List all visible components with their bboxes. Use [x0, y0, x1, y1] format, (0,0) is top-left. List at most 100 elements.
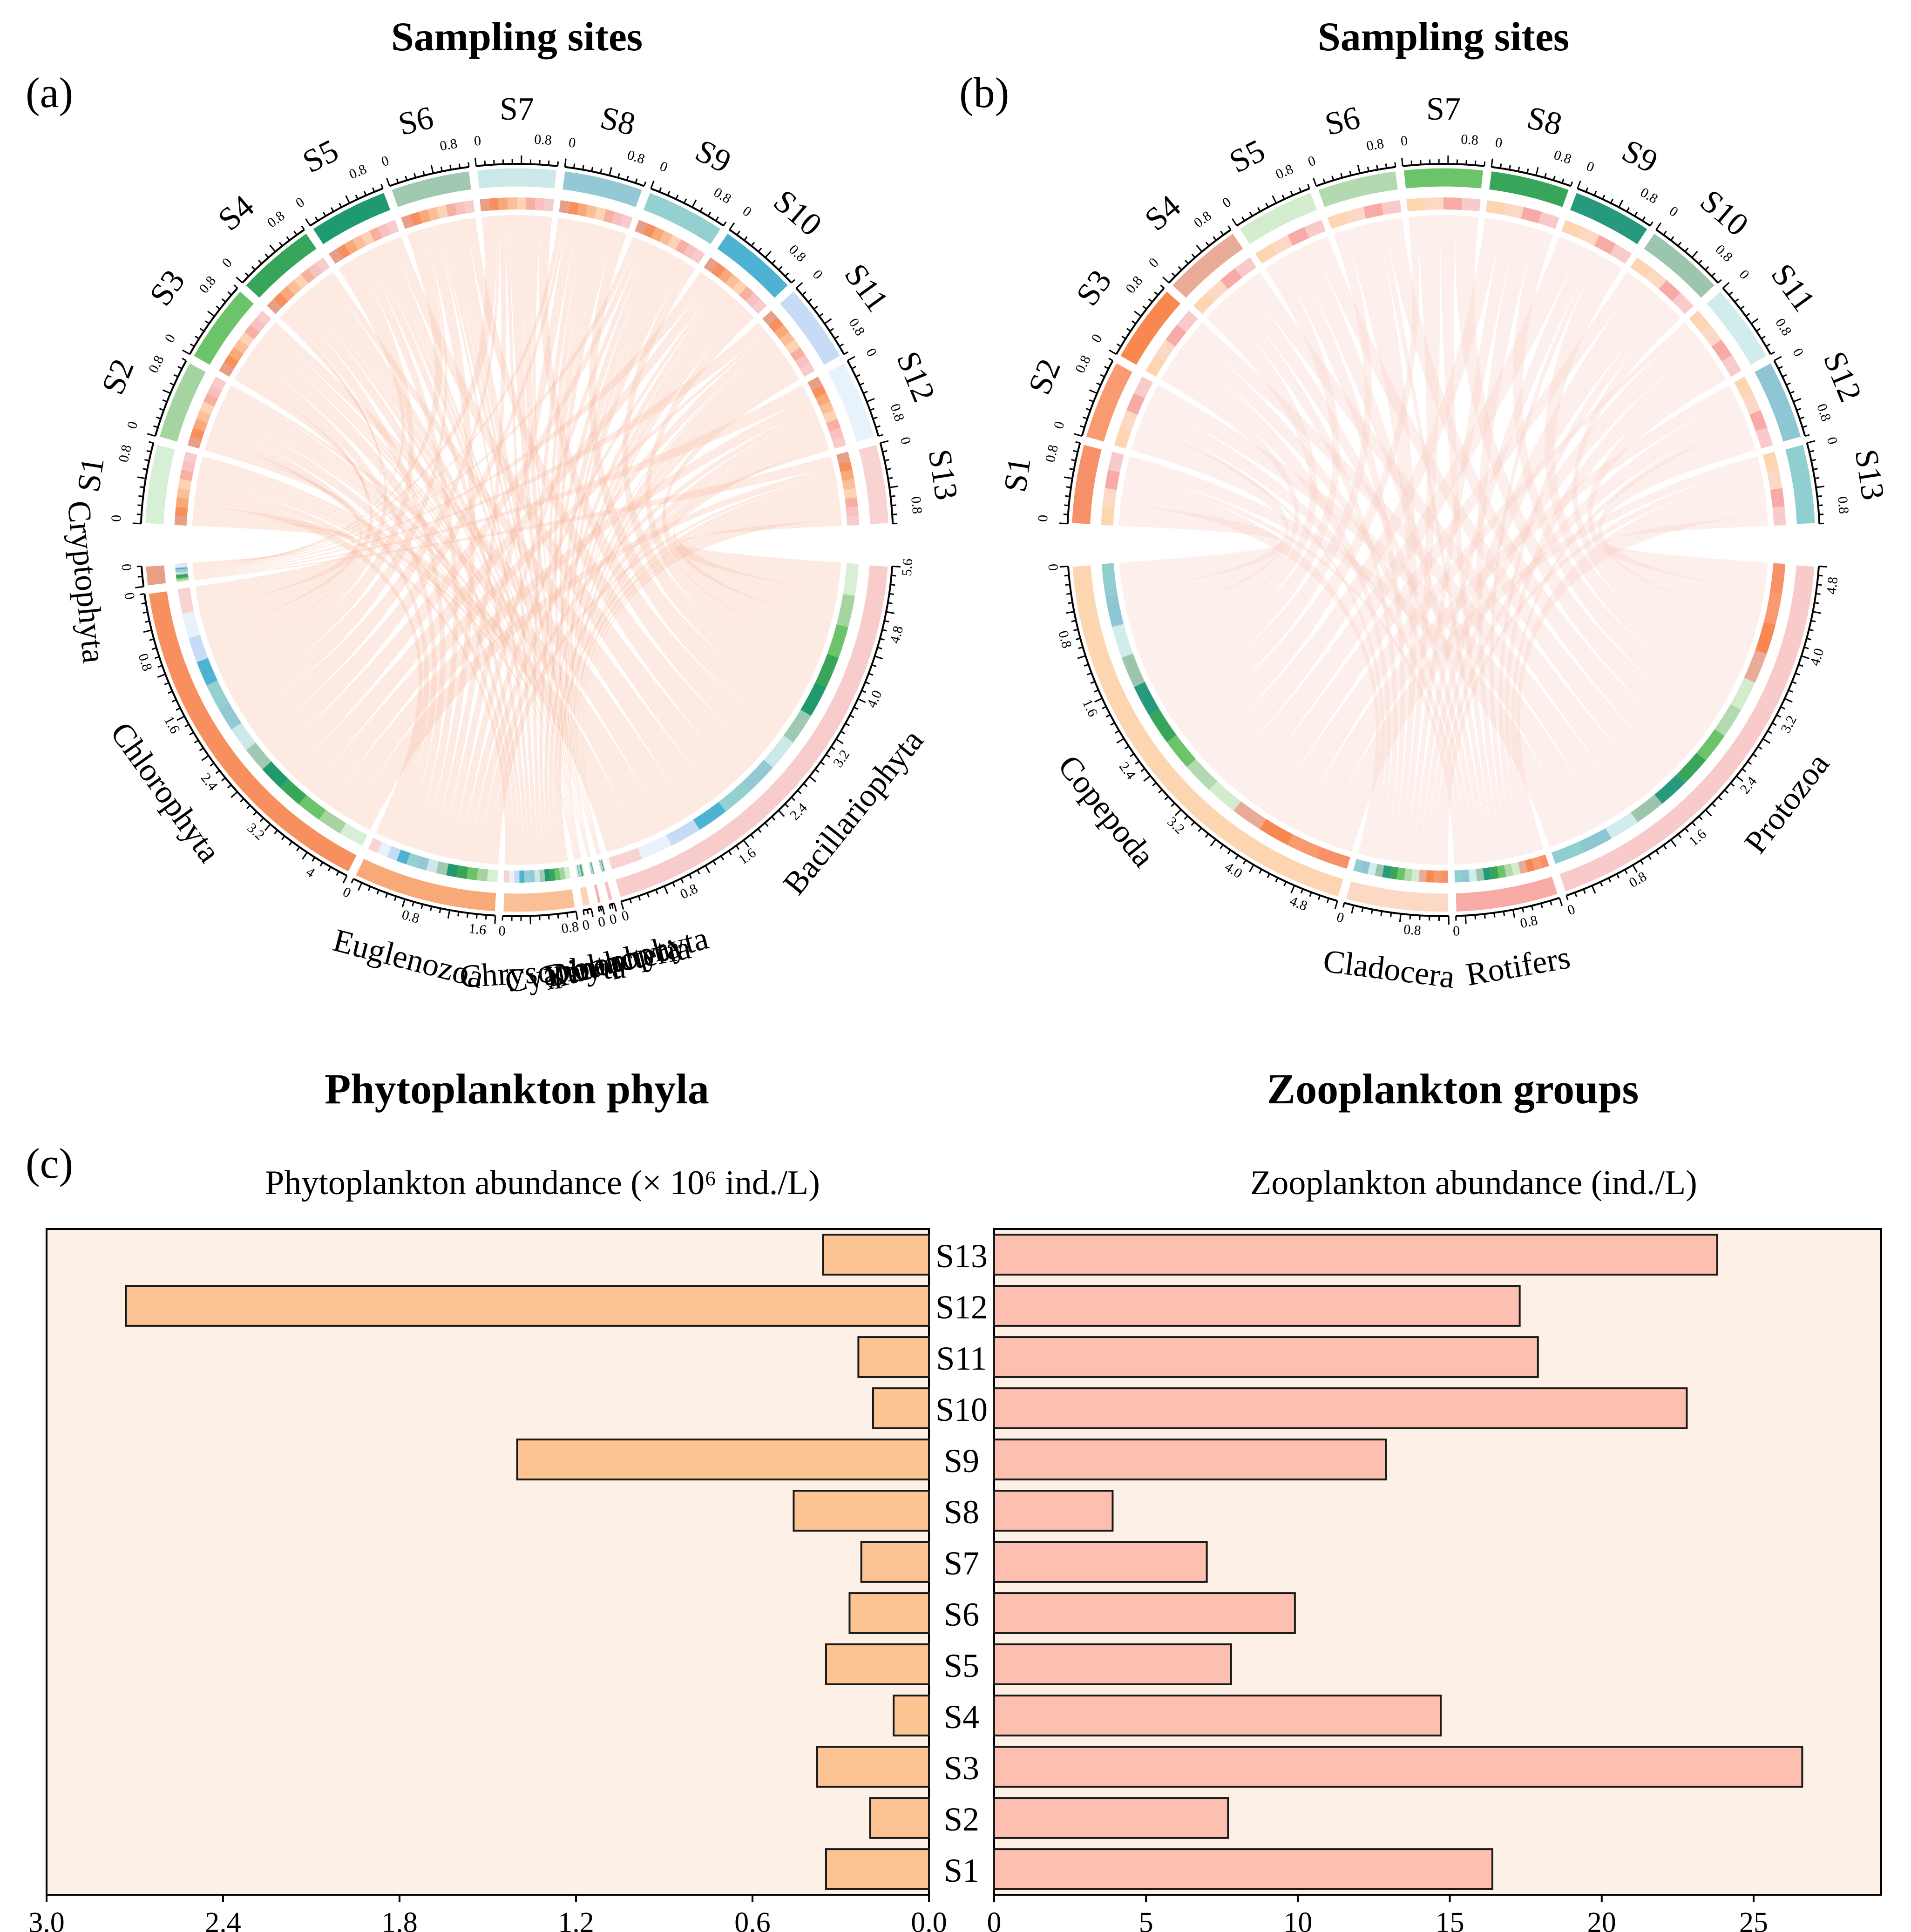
sector-tick [194, 739, 199, 743]
inner-segment [651, 227, 665, 242]
sector-axis [1456, 897, 1560, 917]
sector-tick [873, 416, 878, 419]
sector-axis [564, 166, 644, 187]
sector-tick [1813, 468, 1818, 471]
site-label: S9 [690, 133, 737, 180]
inner-segment [774, 324, 789, 340]
inner-segment [1108, 452, 1125, 473]
sector-tick [1196, 244, 1203, 252]
site-tick-label: 0 [1494, 135, 1503, 151]
sector-tick [590, 908, 594, 917]
inner-segment [176, 570, 188, 573]
inner-segment [1696, 729, 1725, 761]
sector-tick [475, 914, 478, 919]
right-x-tick-label: 20 [1587, 1907, 1616, 1932]
sector-tick [1757, 746, 1762, 750]
sector-tick [831, 746, 836, 750]
sector-tick [1087, 672, 1092, 676]
sector-tick [176, 716, 185, 721]
site-label: S12 [889, 346, 942, 407]
sector-tick [1724, 789, 1729, 794]
inner-segment [576, 865, 579, 878]
chord-a-top-title: Sampling sites [391, 14, 643, 60]
sector-tick [386, 178, 391, 187]
inner-segment [568, 201, 579, 215]
chord-link [421, 225, 475, 854]
site-sector-arc [826, 361, 876, 444]
inner-segment [244, 324, 260, 340]
sector-tick [797, 790, 802, 794]
sector-tick [1171, 803, 1175, 807]
inner-segment [1483, 867, 1492, 880]
sector-axis [353, 878, 495, 917]
group-sector: 0 0.8 Rotifers [1453, 875, 1573, 993]
inner-segment [578, 865, 582, 877]
sector-tick [1232, 218, 1238, 226]
site-tick-label: 0 [1824, 435, 1841, 446]
sector-tick [813, 305, 818, 310]
inner-segment [549, 868, 556, 881]
inner-segment [785, 339, 800, 354]
sector-tick [278, 242, 283, 247]
sector-tick [1210, 839, 1216, 847]
sector-tick [889, 486, 898, 488]
chord-link [1490, 252, 1601, 858]
inner-segment [578, 865, 581, 877]
inner-segment [603, 209, 615, 223]
inner-segment [489, 198, 499, 211]
sector-tick [151, 647, 157, 650]
sector-tick [1691, 250, 1698, 258]
sector-axis [154, 360, 187, 437]
inner-segment [1101, 563, 1118, 596]
sector-tick [401, 898, 406, 907]
inner-segment [1304, 220, 1326, 238]
phyto-bar [848, 1592, 930, 1634]
inner-segment [667, 235, 681, 250]
sector-tick [1585, 187, 1589, 192]
site-tick-label: 0.8 [846, 316, 868, 338]
chord-link [1123, 425, 1289, 623]
chord-link [430, 215, 507, 856]
inner-segment [1468, 869, 1477, 882]
inner-segment [1511, 862, 1521, 876]
chord-link [1572, 309, 1750, 676]
sector-tick [1464, 915, 1467, 924]
sector-tick [1549, 900, 1552, 905]
sector-tick [1357, 165, 1361, 174]
site-tick-label: 0 [568, 135, 576, 151]
sector-tick [1073, 450, 1078, 453]
inner-segment [406, 852, 420, 868]
sector-tick [135, 586, 144, 588]
inner-segment [183, 452, 198, 464]
sector-tick [1705, 266, 1709, 270]
inner-segment [175, 563, 187, 566]
inner-segment [233, 339, 249, 354]
sector-tick [1143, 775, 1151, 782]
site-tick-label: 0 [1088, 331, 1105, 345]
sector-tick [336, 871, 339, 876]
sector-tick [1684, 828, 1689, 832]
sector-tick [136, 513, 142, 515]
chord-link [645, 310, 822, 680]
sector-tick [233, 284, 238, 289]
site-tick-label: 0 [162, 331, 178, 345]
sector-tick [1220, 230, 1224, 236]
inner-segment [1755, 427, 1773, 449]
sector-tick [892, 565, 901, 568]
chord-link [230, 385, 664, 843]
sector-tick [1577, 180, 1581, 189]
chord-link [1191, 322, 1628, 824]
sector-tick [835, 738, 844, 744]
sector-tick [1812, 611, 1822, 614]
site-tick-label: 0.8 [1552, 147, 1573, 167]
sector-tick [1063, 513, 1068, 515]
inner-segment [1102, 488, 1117, 508]
sector-tick [1158, 789, 1163, 794]
sector-tick [626, 176, 629, 181]
chord-link [1164, 230, 1372, 732]
inner-segment [599, 860, 603, 872]
zoo-bar [993, 1234, 1718, 1276]
